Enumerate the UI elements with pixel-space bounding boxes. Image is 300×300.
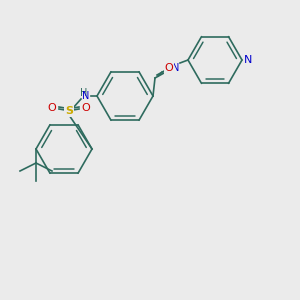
Text: N: N: [244, 55, 252, 65]
Text: N: N: [82, 91, 89, 101]
Text: N: N: [172, 63, 179, 73]
Text: H: H: [163, 63, 170, 73]
Text: O: O: [165, 63, 173, 73]
Text: O: O: [82, 103, 90, 113]
Text: O: O: [48, 103, 56, 113]
Text: H: H: [80, 88, 87, 98]
Text: S: S: [65, 106, 73, 116]
